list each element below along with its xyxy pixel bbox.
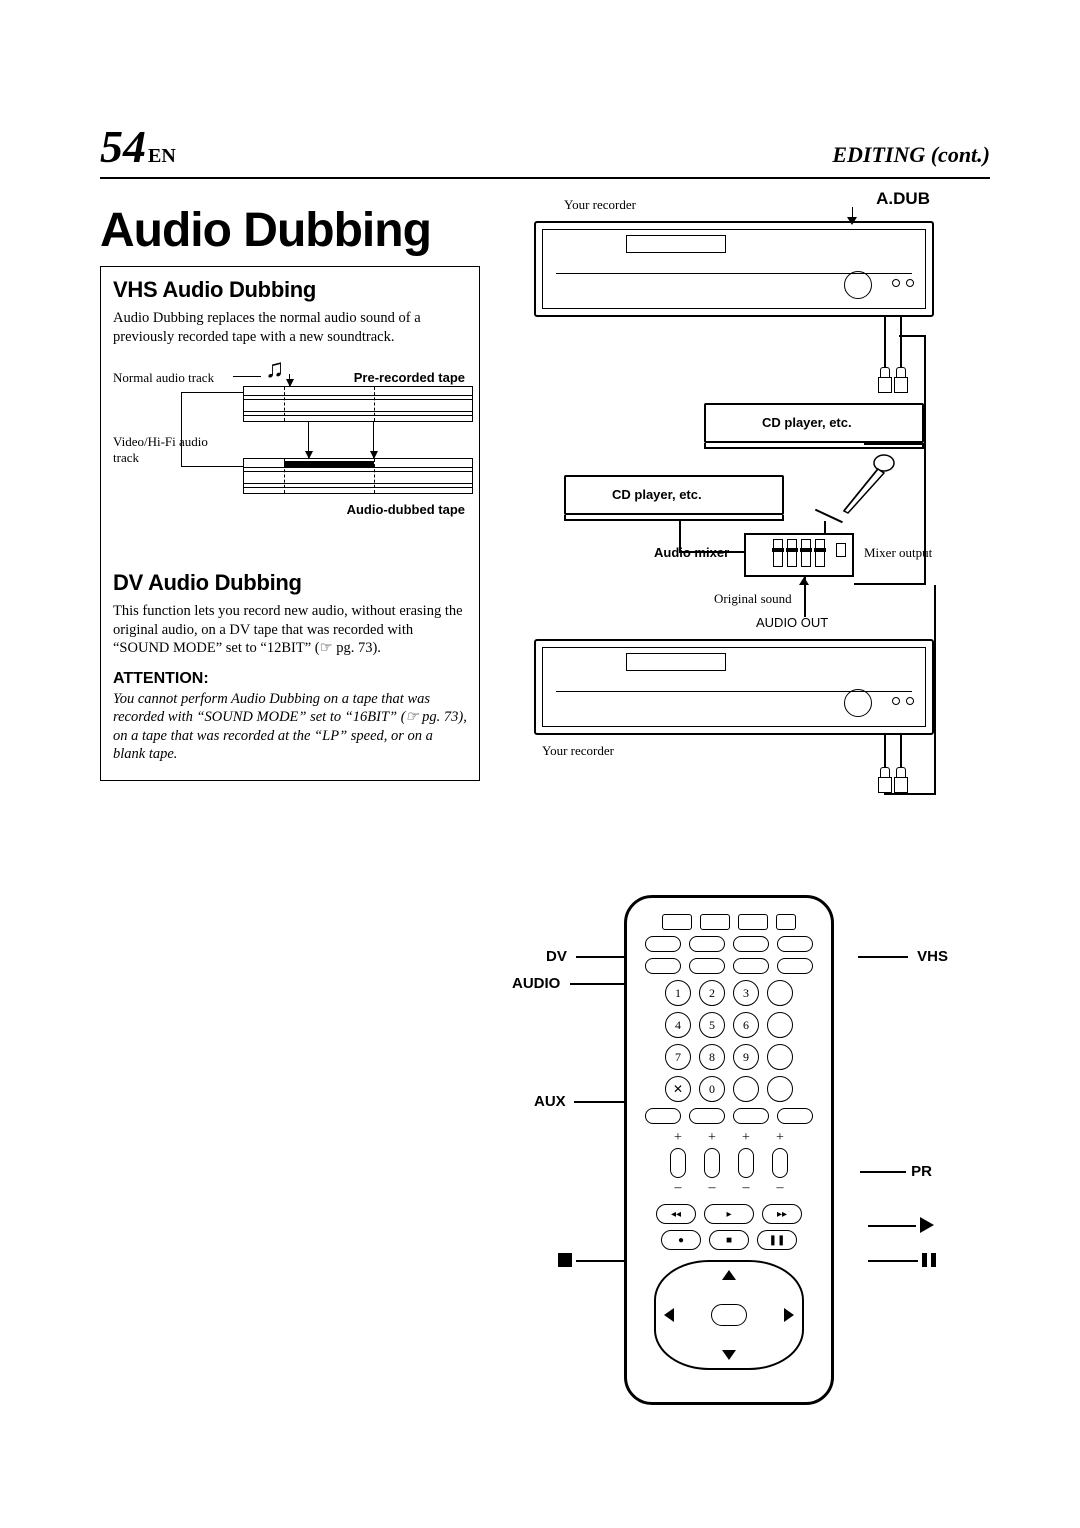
stop-icon (558, 1253, 572, 1267)
connection-diagram: Your recorder A.DUB (504, 185, 990, 885)
digit-4: 4 (665, 1012, 691, 1038)
page-number: 54 (100, 121, 146, 172)
dv-body: This function lets you record new audio,… (113, 602, 467, 658)
right-column: Your recorder A.DUB (504, 185, 990, 1415)
your-recorder-label-top: Your recorder (564, 197, 636, 213)
cd-player-label-2: CD player, etc. (612, 487, 702, 502)
left-column: Audio Dubbing VHS Audio Dubbing Audio Du… (100, 185, 480, 1415)
recorder-bottom (534, 639, 934, 735)
digit-2: 2 (699, 980, 725, 1006)
section-continued: EDITING (cont.) (832, 142, 990, 168)
vhs-heading: VHS Audio Dubbing (113, 277, 467, 303)
audio-plug-icon (894, 767, 906, 793)
audio-plug-icon (878, 367, 890, 393)
page-header: 54EN EDITING (cont.) (100, 120, 990, 179)
digit-9: 9 (733, 1044, 759, 1070)
digit-7: 7 (665, 1044, 691, 1070)
dpad (654, 1260, 804, 1370)
attention-body: You cannot perform Audio Dubbing on a ta… (113, 690, 467, 764)
play-icon (920, 1217, 934, 1233)
audio-dubbed-tape-graphic (243, 458, 473, 494)
audio-plug-icon (878, 767, 890, 793)
music-notes-icon: ♫ (265, 354, 285, 384)
page-lang: EN (148, 145, 176, 167)
vhs-label: VHS (917, 948, 948, 965)
remote-body: 1 2 3 4 5 6 7 8 9 (624, 895, 834, 1405)
page-number-block: 54EN (100, 120, 176, 173)
attention-label: ATTENTION: (113, 670, 467, 688)
aux-label: AUX (534, 1093, 566, 1110)
audio-mixer-box (744, 533, 854, 577)
manual-page: 54EN EDITING (cont.) Audio Dubbing VHS A… (0, 0, 1080, 1528)
page-title: Audio Dubbing (100, 203, 480, 258)
digit-1: 1 (665, 980, 691, 1006)
audio-dubbed-tape-label: Audio-dubbed tape (347, 502, 465, 517)
pr-label: PR (911, 1163, 932, 1180)
your-recorder-label-bottom: Your recorder (542, 743, 614, 759)
audio-mixer-label: Audio mixer (654, 545, 729, 560)
vhs-body: Audio Dubbing replaces the normal audio … (113, 309, 467, 346)
remote-diagram: DV VHS AUDIO AUX PR (504, 895, 990, 1415)
digit-6: 6 (733, 1012, 759, 1038)
digit-0: 0 (699, 1076, 725, 1102)
normal-audio-track-label: Normal audio track (113, 370, 214, 386)
digit-3: 3 (733, 980, 759, 1006)
audio-out-label: AUDIO OUT (756, 615, 828, 630)
dv-heading: DV Audio Dubbing (113, 570, 467, 596)
recorder-top (534, 221, 934, 317)
mixer-output-label: Mixer output (864, 545, 932, 561)
pause-icon (922, 1253, 936, 1267)
pre-recorded-tape-label: Pre-recorded tape (354, 370, 465, 385)
dv-label: DV (546, 948, 567, 965)
pre-recorded-tape-graphic (243, 386, 473, 422)
digit-5: 5 (699, 1012, 725, 1038)
vhs-dv-box: VHS Audio Dubbing Audio Dubbing replaces… (100, 266, 480, 781)
digit-8: 8 (699, 1044, 725, 1070)
tape-track-diagram: Normal audio track Pre-recorded tape Vid… (113, 362, 467, 542)
microphone-icon (834, 451, 884, 501)
video-hifi-track-label: Video/Hi-Fi audio track (113, 434, 233, 466)
cd-player-label-1: CD player, etc. (762, 415, 852, 430)
audio-label: AUDIO (512, 975, 560, 992)
audio-plug-icon (894, 367, 906, 393)
original-sound-label: Original sound (714, 591, 792, 607)
adub-label: A.DUB (876, 189, 930, 209)
